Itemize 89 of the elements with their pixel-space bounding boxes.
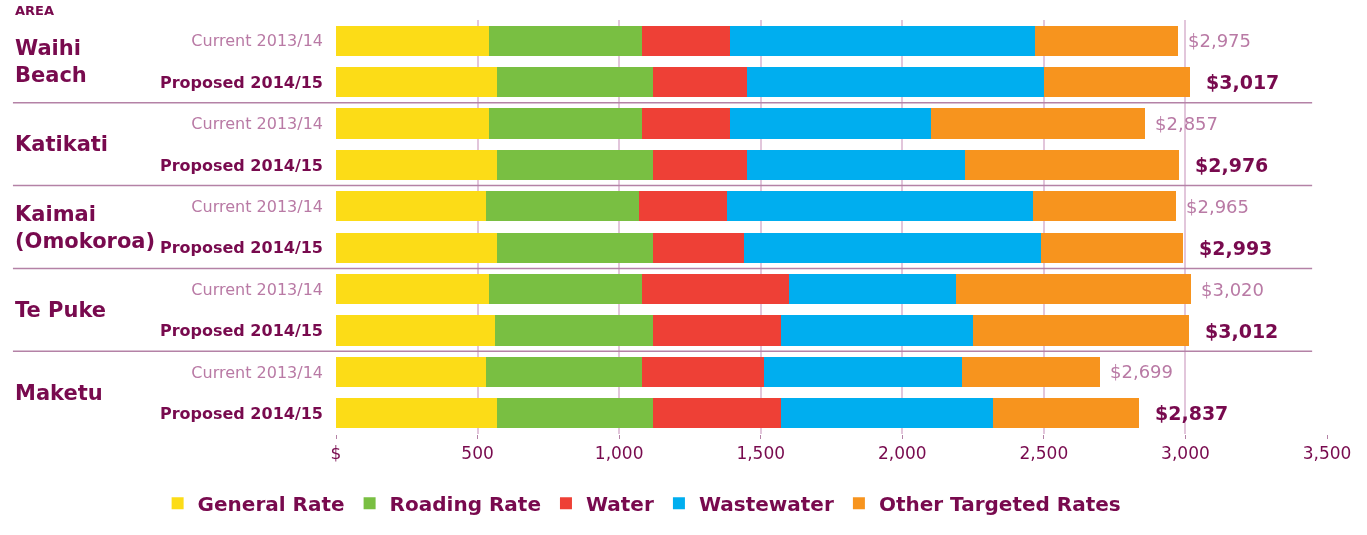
bar: [336, 191, 487, 222]
bar: [653, 232, 744, 263]
bar: [641, 356, 764, 388]
y-tick-label: Current 2013/14: [191, 279, 323, 299]
bar: [746, 149, 965, 181]
text: Kaimai (Omokoroa): [15, 202, 156, 254]
x-tick-label: 1,500: [736, 443, 786, 464]
y-tick-label: Current 2013/14: [191, 114, 323, 134]
bar: [729, 25, 1036, 56]
bar: [336, 108, 489, 139]
bar: [641, 273, 790, 305]
bar: [497, 232, 654, 263]
total-label: $2,975: [1188, 30, 1251, 51]
bar: [336, 149, 498, 181]
x-tick-label: 3,000: [1161, 443, 1210, 464]
bar: [497, 66, 654, 98]
bar: [930, 108, 1145, 139]
bar: [1032, 191, 1176, 222]
bar: [653, 398, 781, 429]
bar: [780, 398, 993, 429]
bar: [336, 398, 498, 429]
bar: [486, 191, 639, 222]
x-tick-label: 3,500: [1302, 443, 1352, 464]
text: Maketu: [15, 381, 103, 405]
text: Katikati: [15, 132, 109, 156]
bar: [956, 273, 1192, 305]
bar: [641, 25, 730, 56]
legend-label: Other Targeted Rates: [878, 491, 1121, 516]
y-tick-label: Proposed 2014/15: [159, 321, 323, 341]
total-label: $2,699: [1110, 361, 1173, 382]
bar: [336, 356, 487, 388]
text: Te Puke: [15, 298, 107, 322]
bar: [653, 315, 781, 346]
bar: [336, 315, 495, 346]
x-tick-label: 1,000: [594, 443, 644, 464]
total-label: $2,993: [1199, 237, 1273, 259]
bar: [1041, 232, 1184, 263]
bar: [743, 232, 1042, 263]
bar: [488, 108, 642, 139]
total-label: $2,837: [1155, 402, 1229, 424]
total-label: $2,965: [1186, 196, 1249, 217]
total-label: $3,020: [1201, 279, 1264, 300]
bar: [488, 25, 642, 56]
bar: [653, 149, 747, 181]
total-label: $2,976: [1195, 154, 1269, 176]
bar: [653, 66, 747, 98]
bar: [726, 191, 1033, 222]
x-tick-label: 500: [461, 443, 494, 464]
bar: [729, 108, 931, 139]
bar: [780, 315, 974, 346]
bar: [789, 273, 957, 305]
bar: [494, 315, 654, 346]
text: Waihi Beach: [15, 36, 87, 88]
bar: [746, 66, 1044, 98]
x-tick-label: 2,000: [877, 443, 927, 464]
legend-label: Wastewater: [698, 491, 834, 516]
bar: [488, 273, 642, 305]
bar: [763, 356, 962, 388]
bar: [336, 232, 498, 263]
bar: [336, 66, 498, 98]
total-label: $3,017: [1206, 71, 1280, 93]
y-tick-label: Proposed 2014/15: [159, 238, 323, 258]
y-tick-label: Current 2013/14: [191, 31, 323, 51]
y-tick-label: Current 2013/14: [191, 362, 323, 382]
bar: [961, 356, 1101, 388]
bar: [336, 25, 489, 56]
x-tick-label: $: [330, 443, 342, 464]
bar: [1035, 25, 1179, 56]
bar: [964, 149, 1179, 181]
legend-label: Roading Rate: [389, 491, 541, 516]
total-label: $2,857: [1155, 113, 1218, 134]
y-tick-label: Proposed 2014/15: [159, 72, 323, 92]
bar: [992, 398, 1140, 429]
y-tick-label: Current 2013/14: [191, 196, 323, 216]
y-tick-label: Proposed 2014/15: [159, 155, 323, 175]
bar: [486, 356, 642, 388]
total-label: $3,012: [1205, 320, 1279, 342]
y-tick-label: Proposed 2014/15: [159, 403, 323, 423]
bar: [497, 149, 654, 181]
bar: [638, 191, 727, 222]
bar: [497, 398, 654, 429]
bar: [1043, 66, 1191, 98]
text: AREA: [15, 3, 55, 18]
bar: [336, 273, 489, 305]
legend-label: Water: [585, 491, 654, 516]
bar: [641, 108, 730, 139]
bar: [973, 315, 1189, 346]
x-tick-label: 2,500: [1019, 443, 1069, 464]
legend-label: General Rate: [197, 491, 345, 516]
